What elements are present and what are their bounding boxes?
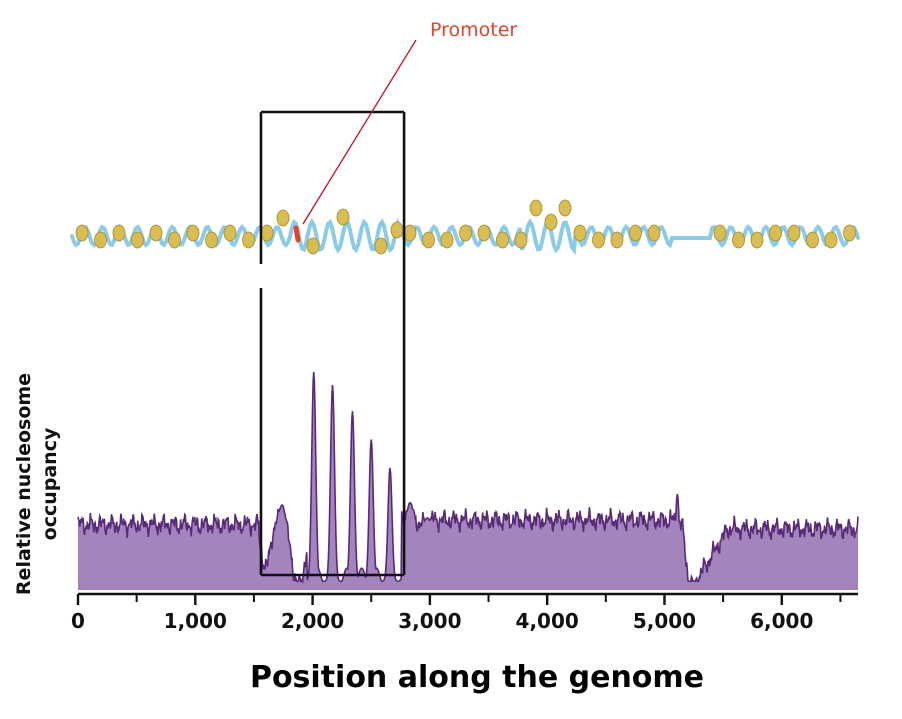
y-axis-label-line2: occupancy — [39, 427, 61, 540]
nucleosome — [496, 231, 509, 249]
nucleosome — [610, 231, 624, 249]
x-tick-label: 5,000 — [633, 609, 696, 633]
nucleosome — [647, 224, 661, 242]
nucleosome — [440, 231, 454, 249]
chromatin-fiber — [70, 199, 860, 256]
promoter-label: Promoter — [430, 19, 517, 41]
nucleosome — [306, 237, 320, 255]
y-axis-label: Relative nucleosome occupancy — [13, 373, 61, 595]
x-axis-ticks: 0 1,000 2,000 3,000 4,000 5,000 6,000 — [71, 594, 842, 633]
nucleosome — [75, 224, 89, 242]
nucleosome — [787, 224, 801, 242]
x-tick-label: 6,000 — [750, 609, 813, 633]
nucleosome — [276, 209, 290, 227]
nucleosome — [422, 231, 435, 249]
nucleosome — [558, 199, 572, 217]
nucleosome — [824, 231, 838, 249]
nucleosome — [242, 231, 255, 249]
nucleosome — [477, 224, 491, 242]
nucleosome — [713, 224, 727, 242]
nucleosome — [769, 224, 782, 242]
nucleosome-group — [75, 199, 856, 255]
nucleosome — [592, 231, 605, 249]
nucleosome — [629, 224, 642, 242]
nucleosome — [336, 208, 350, 226]
x-tick-label: 4,000 — [516, 609, 579, 633]
promoter-segment — [293, 225, 301, 243]
nucleosome — [514, 231, 528, 249]
nucleosome — [374, 237, 388, 255]
highlight-box — [259, 110, 406, 577]
nucleosome — [843, 224, 856, 242]
nucleosome — [732, 231, 745, 249]
x-tick-label: 3,000 — [398, 609, 461, 633]
nucleosome — [149, 224, 163, 242]
x-tick-label: 0 — [71, 609, 85, 633]
nucleosome — [186, 224, 200, 242]
nucleosome — [205, 231, 218, 249]
promoter-leader-line — [302, 39, 417, 225]
nucleosome — [260, 224, 274, 242]
nucleosome — [573, 224, 587, 242]
nucleosome — [459, 224, 472, 242]
nucleosome — [750, 231, 764, 249]
x-axis-title: Position along the genome — [250, 660, 704, 695]
x-tick-label: 1,000 — [164, 609, 227, 633]
nucleosome — [806, 231, 819, 249]
nucleosome — [94, 231, 107, 249]
nucleosome — [168, 231, 181, 249]
y-axis-label-line1: Relative nucleosome — [13, 373, 35, 595]
x-tick-label: 2,000 — [281, 609, 344, 633]
x-axis: 0 1,000 2,000 3,000 4,000 5,000 6,000 — [71, 592, 858, 633]
nucleosome — [131, 231, 144, 249]
nucleosome — [529, 199, 543, 217]
nucleosome — [112, 224, 126, 242]
nucleosome — [403, 224, 417, 242]
occupancy-area — [78, 372, 858, 590]
nucleosome — [544, 213, 558, 231]
occupancy-line — [77, 371, 859, 585]
occupancy-profile — [77, 371, 859, 590]
nucleosome — [223, 224, 237, 242]
nucleosome — [390, 221, 404, 239]
